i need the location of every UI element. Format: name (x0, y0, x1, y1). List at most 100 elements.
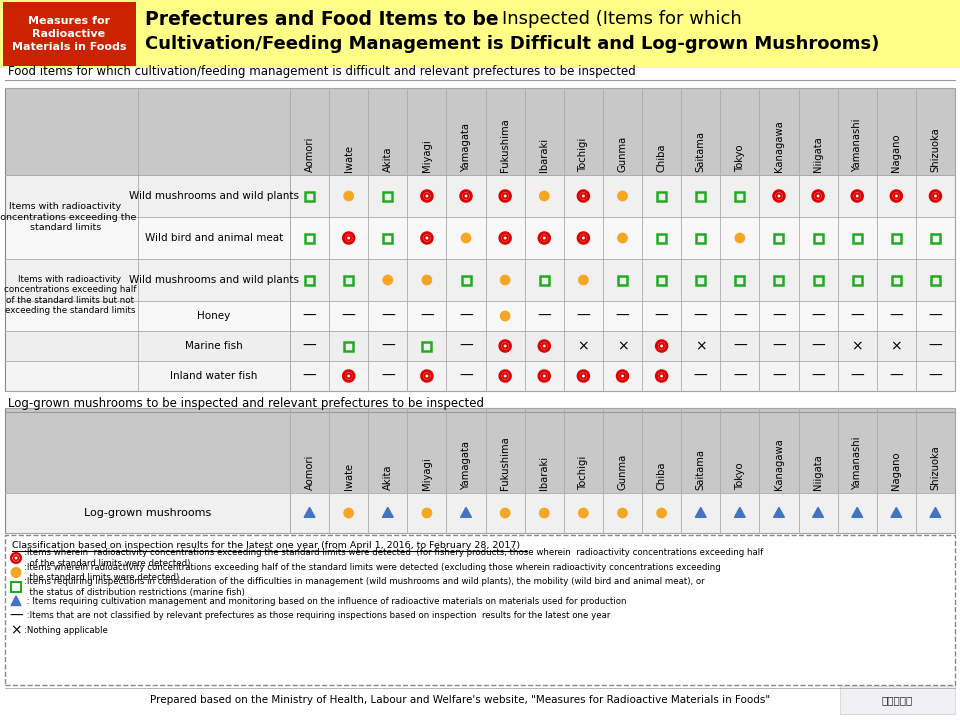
FancyBboxPatch shape (5, 301, 955, 331)
Text: Measures for
Radioactive
Materials in Foods: Measures for Radioactive Materials in Fo… (12, 16, 127, 53)
Text: :Items wherein  radioactivity concentrations exceeding the standard limits were : :Items wherein radioactivity concentrati… (24, 549, 763, 567)
Text: —: — (811, 309, 825, 323)
Circle shape (500, 508, 510, 518)
Text: —: — (928, 339, 943, 353)
Text: Cultivation/Feeding Management is Difficult and Log-grown Mushrooms): Cultivation/Feeding Management is Diffic… (145, 35, 879, 53)
Text: Niigata: Niigata (813, 454, 823, 490)
Text: —: — (733, 339, 747, 353)
Text: Akita: Akita (383, 464, 393, 490)
Text: ×: × (578, 339, 589, 353)
Text: —: — (342, 309, 355, 323)
Circle shape (579, 275, 588, 284)
Text: ×: × (11, 624, 22, 637)
Circle shape (500, 275, 510, 284)
Text: Saitama: Saitama (696, 131, 706, 172)
Text: Iwate: Iwate (344, 145, 353, 172)
Text: ×: × (616, 339, 628, 353)
Polygon shape (382, 508, 394, 517)
Polygon shape (852, 508, 863, 517)
Text: ×: × (695, 339, 707, 353)
Text: : Items requiring cultivation management and monitoring based on the influence o: : Items requiring cultivation management… (24, 597, 627, 606)
Text: Yamanashi: Yamanashi (852, 119, 862, 172)
Polygon shape (813, 508, 824, 517)
Text: —: — (459, 369, 473, 383)
Text: —: — (851, 309, 864, 323)
Circle shape (735, 233, 745, 243)
Text: Items with radioactivity
concentrations exceeding the
standard limits: Items with radioactivity concentrations … (0, 202, 136, 232)
Text: Fukushima: Fukushima (500, 118, 510, 172)
Text: Log-grown mushrooms to be inspected and relevant prefectures to be inspected: Log-grown mushrooms to be inspected and … (8, 397, 484, 410)
Text: —: — (538, 309, 551, 323)
Text: Inland water fish: Inland water fish (170, 371, 257, 381)
Text: Kanagawa: Kanagawa (774, 120, 784, 172)
Text: —: — (890, 369, 903, 383)
Text: ×: × (891, 339, 902, 353)
Text: —: — (10, 609, 23, 623)
Text: —: — (381, 339, 395, 353)
Text: Items with radioactivity
concentrations exceeding half
of the standard limits bu: Items with radioactivity concentrations … (4, 275, 136, 315)
Text: —: — (733, 369, 747, 383)
Text: —: — (459, 339, 473, 353)
Text: Wild mushrooms and wild plants: Wild mushrooms and wild plants (129, 275, 299, 285)
Text: —: — (302, 369, 317, 383)
Text: Gunma: Gunma (617, 454, 628, 490)
FancyBboxPatch shape (5, 361, 955, 391)
Circle shape (383, 275, 393, 284)
Text: —: — (772, 369, 786, 383)
Text: —: — (381, 369, 395, 383)
Polygon shape (930, 508, 941, 517)
Text: Honey: Honey (198, 311, 230, 321)
Text: —: — (811, 339, 825, 353)
Polygon shape (11, 596, 21, 606)
FancyBboxPatch shape (5, 175, 955, 217)
Text: Tokyo: Tokyo (734, 145, 745, 172)
Circle shape (12, 567, 21, 577)
Text: Shizuoka: Shizuoka (930, 445, 941, 490)
Text: Iwate: Iwate (344, 463, 353, 490)
Circle shape (500, 311, 510, 320)
Text: Prefectures and Food Items to be: Prefectures and Food Items to be (145, 9, 505, 29)
Text: Ibaraki: Ibaraki (540, 138, 549, 172)
Text: Yamagata: Yamagata (461, 123, 471, 172)
Text: —: — (302, 309, 317, 323)
Circle shape (579, 508, 588, 518)
Text: Yamagata: Yamagata (461, 441, 471, 490)
Text: —: — (459, 309, 473, 323)
Circle shape (344, 508, 353, 518)
FancyBboxPatch shape (5, 408, 955, 493)
Text: Nagano: Nagano (891, 133, 901, 172)
Text: Miyagi: Miyagi (421, 457, 432, 490)
Polygon shape (461, 508, 471, 517)
Circle shape (422, 508, 432, 518)
Polygon shape (304, 508, 315, 517)
Text: Kanagawa: Kanagawa (774, 438, 784, 490)
Text: —: — (694, 309, 708, 323)
Text: —: — (733, 309, 747, 323)
Text: Nagano: Nagano (891, 451, 901, 490)
Circle shape (462, 233, 470, 243)
Circle shape (618, 233, 627, 243)
Text: Chiba: Chiba (657, 143, 666, 172)
Text: Tochigi: Tochigi (578, 138, 588, 172)
Text: Ibaraki: Ibaraki (540, 456, 549, 490)
Polygon shape (774, 508, 784, 517)
Text: —: — (772, 309, 786, 323)
Circle shape (618, 192, 627, 201)
Text: 厚生労働省: 厚生労働省 (881, 695, 913, 705)
Text: Inspected (Items for which: Inspected (Items for which (502, 10, 742, 28)
Text: Tochigi: Tochigi (578, 456, 588, 490)
Text: —: — (890, 309, 903, 323)
Text: Yamanashi: Yamanashi (852, 436, 862, 490)
Text: —: — (381, 309, 395, 323)
Text: Aomori: Aomori (304, 454, 315, 490)
Text: Fukushima: Fukushima (500, 436, 510, 490)
Text: Tokyo: Tokyo (734, 462, 745, 490)
Text: —: — (928, 309, 943, 323)
Circle shape (540, 508, 549, 518)
Text: —: — (772, 339, 786, 353)
Circle shape (344, 192, 353, 201)
Text: Food items for which cultivation/feeding management is difficult and relevant pr: Food items for which cultivation/feeding… (8, 66, 636, 78)
Text: —: — (420, 309, 434, 323)
Polygon shape (695, 508, 707, 517)
Text: Prepared based on the Ministry of Health, Labour and Welfare's website, "Measure: Prepared based on the Ministry of Health… (150, 695, 770, 705)
